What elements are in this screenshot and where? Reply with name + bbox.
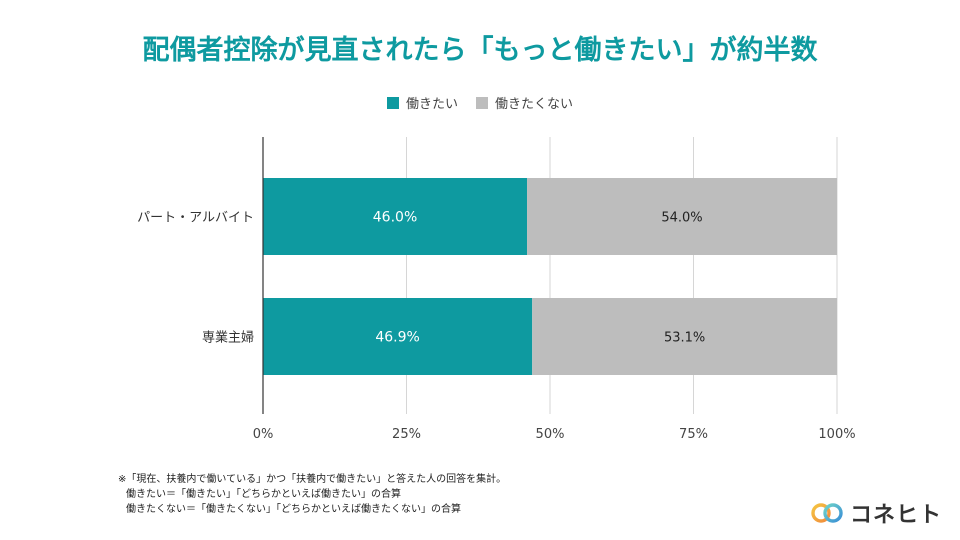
x-tick-label-75: 75% [679,427,708,442]
bar-0-1 [527,178,837,255]
legend-swatch-want [386,96,399,109]
data-label-1-0: 46.9% [375,330,419,346]
brand-logo: コネヒト [810,497,942,529]
legend-swatch-not-want [476,96,488,109]
brand-name: コネヒト [849,503,942,528]
bar-1-1 [532,298,837,375]
data-label-1-1: 53.1% [664,331,705,346]
x-tick-label-25: 25% [392,427,421,442]
bar-1-0 [263,298,533,375]
footnote: ※「現在、扶養内で働いている」かつ「扶養内で働きたい」と答えた人の回答を集計。 … [118,472,506,517]
legend: 働きたい 働きたくない [0,93,960,112]
bar-0-0 [263,178,528,255]
chart-title: 配偶者控除が見直されたら「もっと働きたい」が約半数 [142,35,818,66]
footnote-line-1: ※「現在、扶養内で働いている」かつ「扶養内で働きたい」と答えた人の回答を集計。 [118,474,507,485]
footnote-line-3: 働きたくない＝「働きたくない」「どちらかといえば働きたくない」の合算 [126,504,461,515]
category-label-1: 専業主婦 [202,330,254,346]
data-label-0-1: 54.0% [661,211,702,226]
x-tick-label-50: 50% [536,427,565,442]
data-label-0-0: 46.0% [373,210,417,226]
x-tick-label-100: 100% [818,427,855,442]
legend-item-not-want: 働きたくない [476,93,573,112]
legend-item-want: 働きたい [386,93,458,112]
category-label-0: パート・アルバイト [137,211,254,226]
footnote-line-2: 働きたい＝「働きたい」「どちらかといえば働きたい」の合算 [126,489,401,500]
legend-label-want: 働きたい [405,97,458,112]
brand-rings-icon [811,503,843,523]
legend-label-not-want: 働きたくない [495,97,574,112]
x-tick-label-0: 0% [253,427,274,442]
